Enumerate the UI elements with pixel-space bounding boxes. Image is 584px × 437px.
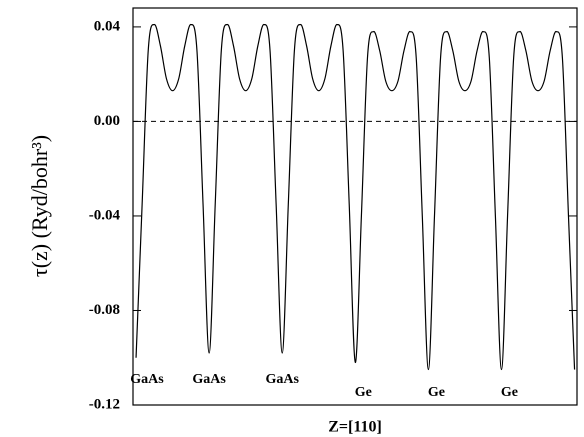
y-tick-label: -0.04 [89,207,121,223]
y-tick-label: -0.12 [89,396,120,412]
data-line [135,23,576,371]
annotation: Ge [501,385,518,400]
plot-frame [132,7,578,406]
annotation: GaAs [265,372,299,387]
x-axis-label: Z=[110] [328,419,382,436]
annotation: Ge [428,385,445,400]
y-tick-label: 0.00 [94,113,120,129]
y-tick-label: -0.08 [89,302,120,318]
annotation: Ge [355,385,372,400]
y-tick-label: 0.04 [94,18,121,34]
annotation: GaAs [192,372,226,387]
y-axis-label: τ(z) (Ryd/bohr³) [27,135,52,277]
annotation: GaAs [130,372,164,387]
